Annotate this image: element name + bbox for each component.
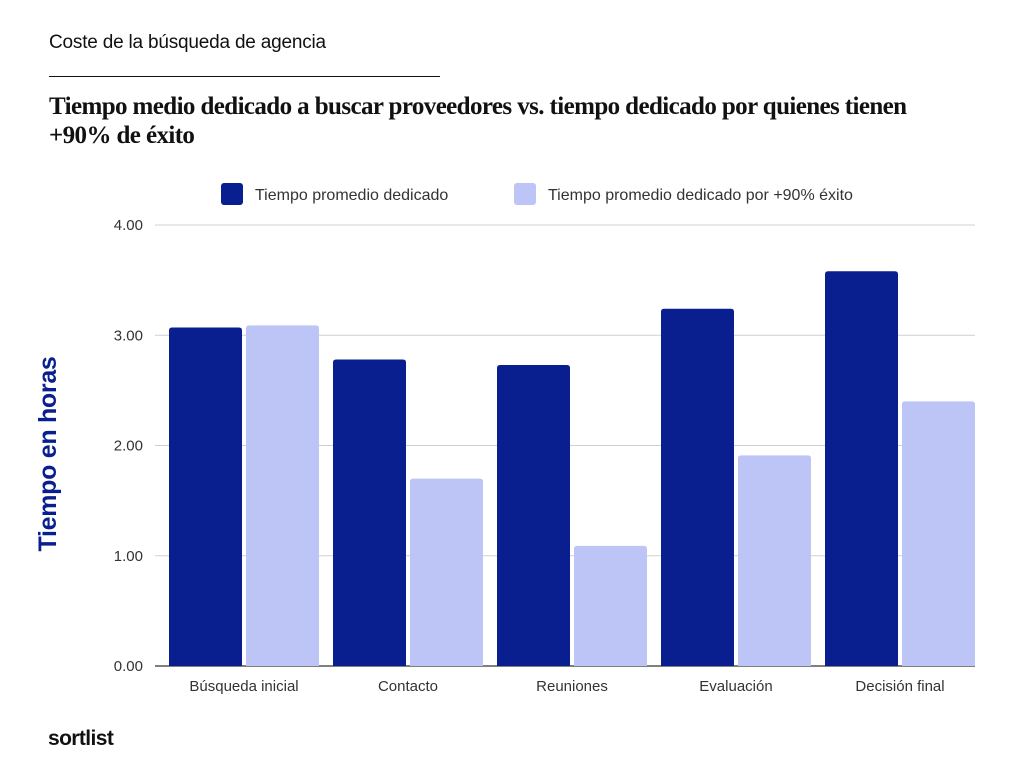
x-tick-label: Contacto bbox=[378, 678, 438, 695]
legend: Tiempo promedio dedicado Tiempo promedio … bbox=[221, 183, 853, 205]
chart-headline: Tiempo medio dedicado a buscar proveedor… bbox=[49, 93, 907, 149]
y-tick-labels: 0.00 1.00 2.00 3.00 4.00 bbox=[114, 217, 143, 675]
y-tick-label: 4.00 bbox=[114, 217, 143, 234]
y-tick-label: 1.00 bbox=[114, 548, 143, 565]
legend-label: Tiempo promedio dedicado por +90% éxito bbox=[548, 187, 853, 204]
bar-average bbox=[333, 359, 406, 666]
bar-average bbox=[497, 365, 570, 666]
bar-top-performers bbox=[738, 455, 811, 666]
y-axis-label: Tiempo en horas bbox=[34, 356, 62, 551]
y-tick-label: 2.00 bbox=[114, 438, 143, 455]
bar-top-performers bbox=[246, 325, 319, 666]
legend-label: Tiempo promedio dedicado bbox=[255, 187, 448, 204]
legend-swatch bbox=[221, 183, 243, 205]
divider-rule bbox=[49, 76, 440, 77]
bars bbox=[169, 271, 975, 666]
kicker-title: Coste de la búsqueda de agencia bbox=[49, 32, 326, 53]
sortlist-logo: sortlist bbox=[48, 727, 114, 750]
bar-average bbox=[169, 327, 242, 666]
x-tick-label: Búsqueda inicial bbox=[189, 678, 298, 695]
x-tick-label: Decisión final bbox=[855, 678, 944, 695]
bar-top-performers bbox=[574, 545, 647, 666]
y-tick-label: 0.00 bbox=[114, 658, 143, 675]
bar-average bbox=[825, 271, 898, 666]
x-tick-label: Reuniones bbox=[536, 678, 608, 695]
bar-top-performers bbox=[410, 478, 483, 666]
x-tick-label: Evaluación bbox=[699, 678, 772, 695]
x-tick-labels: Búsqueda inicial Contacto Reuniones Evaluac… bbox=[189, 678, 944, 695]
legend-swatch bbox=[514, 183, 536, 205]
bar-average bbox=[661, 308, 734, 666]
bar-top-performers bbox=[902, 401, 975, 666]
y-tick-label: 3.00 bbox=[114, 327, 143, 344]
